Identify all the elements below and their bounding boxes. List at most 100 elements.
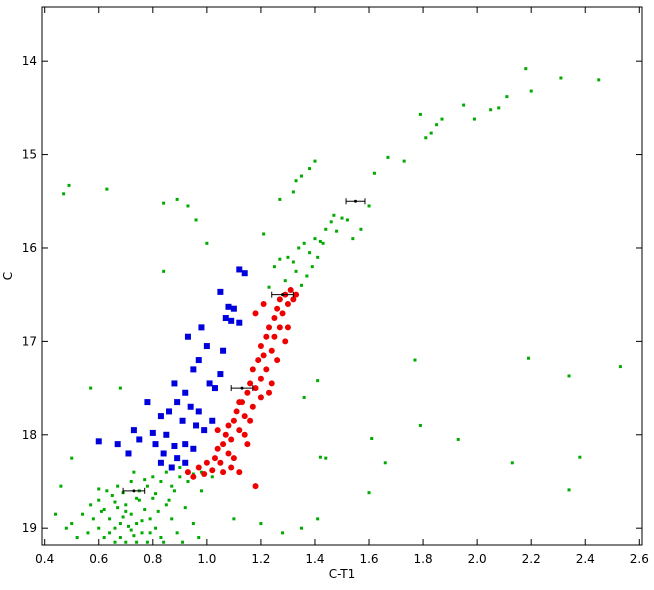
- point: [182, 441, 189, 448]
- point: [183, 506, 187, 510]
- point: [190, 445, 197, 452]
- point: [171, 380, 178, 387]
- point: [145, 540, 149, 544]
- point: [201, 427, 208, 434]
- point: [271, 315, 278, 322]
- point: [510, 461, 514, 465]
- plot-frame: [41, 6, 643, 546]
- x-tick-label: 2.4: [576, 552, 595, 566]
- point: [209, 417, 216, 424]
- point: [206, 380, 213, 387]
- y-axis-label: C: [1, 272, 15, 280]
- point: [262, 232, 266, 236]
- point: [201, 471, 208, 478]
- point: [211, 455, 218, 462]
- x-tick-label: 1.4: [305, 552, 324, 566]
- point: [429, 131, 433, 135]
- point: [95, 438, 102, 445]
- point: [118, 522, 122, 526]
- point: [59, 484, 63, 488]
- x-tick-label: 2.6: [630, 552, 649, 566]
- point: [132, 489, 136, 493]
- point: [124, 509, 128, 513]
- point: [340, 216, 344, 220]
- point: [345, 218, 349, 222]
- point: [187, 403, 194, 410]
- point: [89, 386, 93, 390]
- point: [97, 526, 101, 530]
- point: [318, 239, 322, 243]
- point: [281, 531, 285, 535]
- point: [191, 522, 195, 526]
- point: [299, 526, 303, 530]
- point: [162, 269, 166, 273]
- point: [211, 385, 218, 392]
- point: [236, 469, 243, 476]
- point: [370, 437, 374, 441]
- point: [217, 459, 224, 466]
- point: [283, 279, 287, 283]
- point: [305, 274, 309, 278]
- point: [402, 159, 406, 163]
- point: [321, 241, 325, 245]
- point: [170, 517, 174, 521]
- y-tick-label: 15: [22, 148, 37, 162]
- point: [236, 319, 243, 326]
- point: [162, 201, 166, 205]
- point: [418, 423, 422, 427]
- point: [413, 358, 417, 362]
- point: [132, 534, 136, 538]
- point: [318, 455, 322, 459]
- point: [230, 305, 237, 312]
- point: [290, 296, 297, 303]
- point: [116, 484, 120, 488]
- point: [228, 317, 235, 324]
- point: [186, 204, 190, 208]
- point: [249, 403, 256, 410]
- x-tick-label: 2.0: [468, 552, 487, 566]
- point: [124, 540, 128, 544]
- point: [276, 296, 283, 303]
- point: [195, 464, 202, 471]
- point: [367, 491, 371, 495]
- point: [313, 237, 317, 241]
- point: [462, 103, 466, 107]
- point: [249, 366, 256, 373]
- point: [440, 117, 444, 121]
- point: [121, 515, 125, 519]
- point: [145, 484, 149, 488]
- point: [135, 540, 139, 544]
- y-tick-label: 18: [22, 428, 37, 442]
- point: [190, 366, 197, 373]
- point: [247, 417, 254, 424]
- point: [108, 517, 112, 521]
- x-tick-label: 1.6: [359, 552, 378, 566]
- point: [313, 159, 317, 163]
- point: [252, 310, 259, 317]
- point: [282, 338, 289, 345]
- point: [236, 427, 243, 434]
- point: [143, 508, 147, 512]
- point: [164, 470, 168, 474]
- point: [113, 500, 117, 504]
- point: [497, 106, 501, 110]
- point: [329, 220, 333, 224]
- point: [232, 517, 236, 521]
- point: [281, 293, 285, 297]
- point: [567, 488, 571, 492]
- point: [308, 167, 312, 171]
- point: [129, 528, 133, 532]
- point: [567, 374, 571, 378]
- point: [308, 251, 312, 255]
- point: [198, 324, 205, 331]
- point: [252, 483, 259, 490]
- point: [182, 459, 189, 466]
- point: [351, 237, 355, 241]
- point: [162, 540, 166, 544]
- point: [310, 265, 314, 269]
- point: [316, 255, 320, 259]
- point: [244, 389, 251, 396]
- point: [75, 536, 79, 540]
- point: [244, 441, 251, 448]
- point: [167, 498, 171, 502]
